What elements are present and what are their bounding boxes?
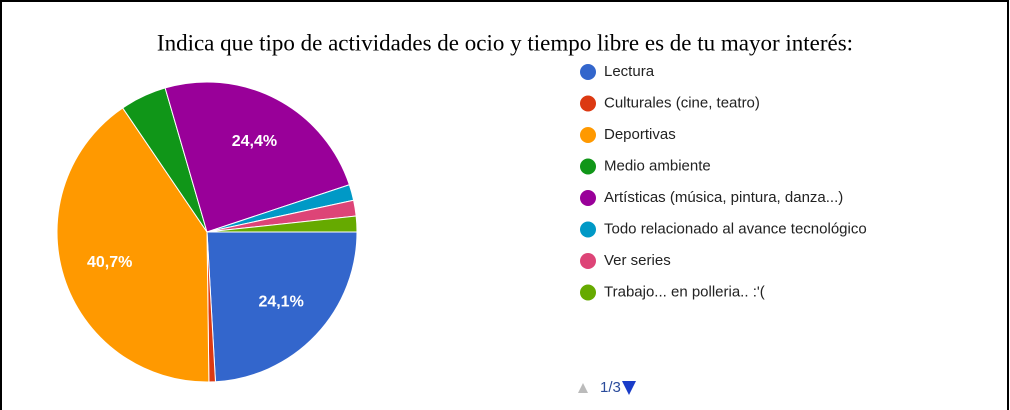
legend-swatch [580, 64, 596, 80]
legend-swatch [580, 190, 596, 206]
legend-label: Trabajo... en polleria.. :'( [604, 283, 765, 300]
legend-label: Culturales (cine, teatro) [604, 94, 760, 111]
data-label: 24,4% [232, 133, 277, 150]
pie-slice [164, 81, 350, 233]
data-label: 24,1% [258, 293, 303, 310]
pie-slice [206, 231, 358, 383]
pie-slice [206, 215, 358, 233]
legend-page: 1/3 [600, 379, 621, 396]
pie: 24,1% 40,7% 24,4% [56, 81, 358, 383]
chart-title: Indica que tipo de actividades de ocio y… [157, 30, 853, 55]
legend-swatch [580, 253, 596, 269]
legend: Lectura Culturales (cine, teatro) Deportiv… [580, 63, 867, 301]
pager-prev[interactable] [578, 383, 588, 393]
legend-label: Medio ambiente [604, 157, 711, 174]
legend-swatch [580, 284, 596, 301]
legend-label: Lectura [604, 63, 655, 80]
legend-swatch [580, 221, 596, 238]
legend-swatch [580, 127, 596, 143]
legend-swatch [580, 158, 596, 175]
data-label: 40,7% [87, 254, 132, 271]
legend-swatch [580, 95, 596, 112]
pager-next[interactable] [622, 381, 636, 395]
legend-label: Todo relacionado al avance tecnológico [604, 220, 867, 237]
legend-label: Artísticas (música, pintura, danza...) [604, 189, 843, 206]
pie-slice [56, 107, 210, 383]
legend-label: Ver series [604, 252, 671, 269]
legend-label: Deportivas [604, 126, 676, 143]
